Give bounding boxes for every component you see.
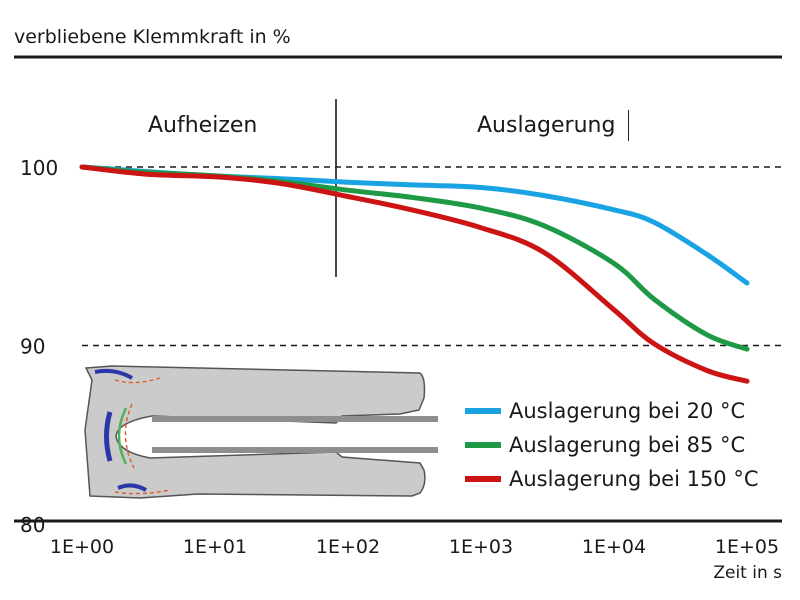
legend-swatch-20: [465, 408, 501, 414]
x-tick-label: 1E+04: [582, 536, 646, 558]
phase-label-aging: Auslagerung: [477, 113, 616, 138]
legend-label-150: Auslagerung bei 150 °C: [509, 467, 759, 491]
x-tick-label: 1E+01: [183, 536, 247, 558]
x-tick-label: 1E+00: [50, 536, 114, 558]
x-tick-label: 1E+05: [715, 536, 779, 558]
x-tick-label: 1E+03: [449, 536, 513, 558]
x-axis-title: Zeit in s: [713, 563, 782, 583]
legend-label-85: Auslagerung bei 85 °C: [509, 433, 746, 457]
series-line-2: [79, 164, 750, 384]
series-line-0: [79, 164, 750, 286]
series-line-1: [79, 164, 750, 352]
x-tick-label: 1E+02: [316, 536, 380, 558]
contact-cross-section-image: [84, 365, 438, 499]
y-axis-title: verbliebene Klemmkraft in %: [14, 26, 291, 48]
y-tick-label: 80: [20, 513, 45, 537]
y-tick-label: 90: [20, 335, 45, 359]
legend-swatch-150: [465, 476, 501, 482]
legend-label-20: Auslagerung bei 20 °C: [509, 399, 746, 423]
legend-item: Auslagerung bei 20 °C: [465, 394, 759, 428]
legend-item: Auslagerung bei 85 °C: [465, 428, 759, 462]
legend: Auslagerung bei 20 °C Auslagerung bei 85…: [465, 394, 759, 496]
text-cursor: [628, 110, 629, 141]
y-tick-label: 100: [20, 156, 58, 180]
legend-item: Auslagerung bei 150 °C: [465, 462, 759, 496]
legend-swatch-85: [465, 442, 501, 448]
phase-label-heating: Aufheizen: [148, 113, 258, 138]
